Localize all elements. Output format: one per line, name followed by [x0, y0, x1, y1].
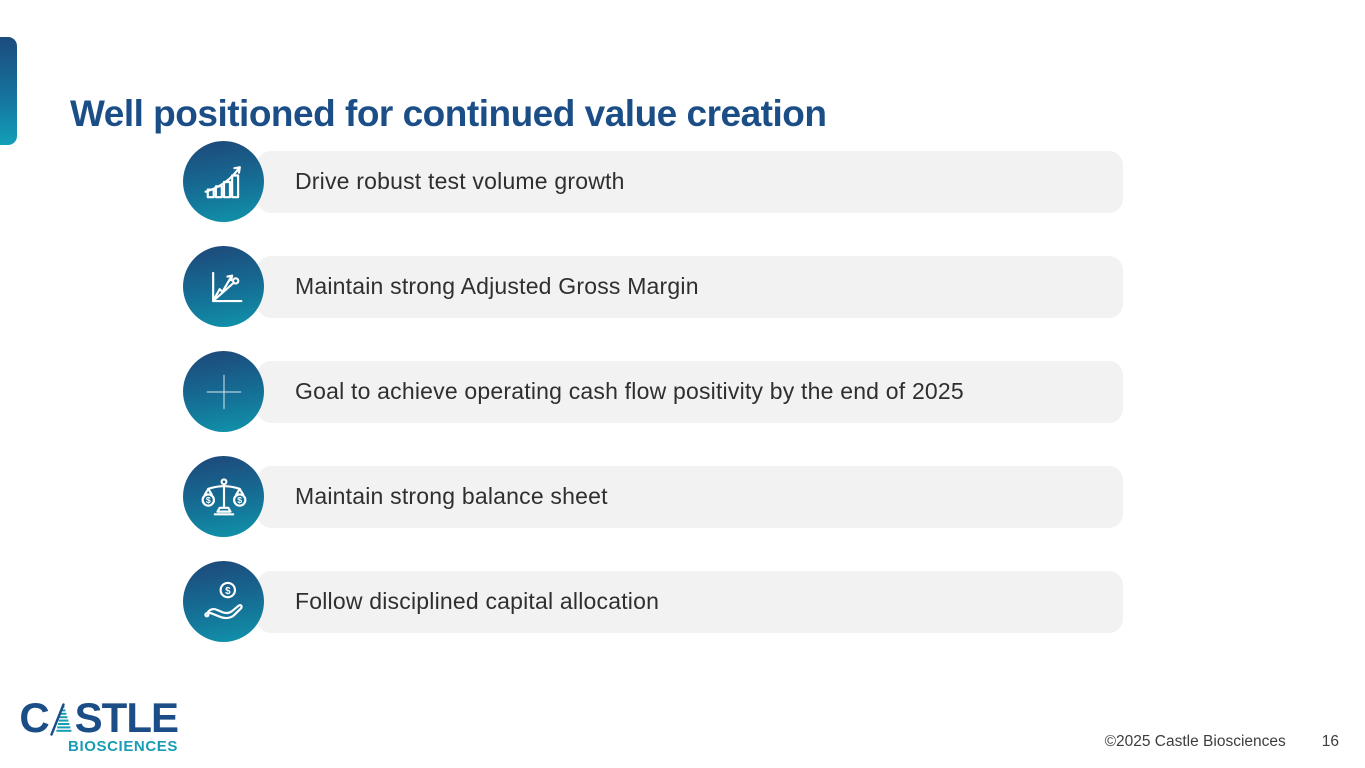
list-item-pill: Maintain strong Adjusted Gross Margin — [257, 255, 1123, 318]
list-item-label: Maintain strong balance sheet — [295, 483, 608, 509]
logo-letter-c: C — [19, 694, 49, 742]
page-number: 16 — [1321, 733, 1339, 750]
value-creation-list: Drive robust test volume growth Maintain… — [183, 141, 1123, 642]
list-item-label: Goal to achieve operating cash flow posi… — [295, 378, 964, 404]
logo-letters-stle: STLE — [74, 694, 179, 742]
list-item-pill: Follow disciplined capital allocation — [257, 570, 1123, 633]
list-item-label: Follow disciplined capital allocation — [295, 588, 660, 614]
list-item: Drive robust test volume growth — [183, 141, 1123, 222]
copyright-text: ©2025 Castle Biosciences — [1104, 733, 1286, 750]
list-item-pill: Goal to achieve operating cash flow posi… — [257, 360, 1123, 423]
slide-footer: ©2025 Castle Biosciences 16 — [1105, 733, 1339, 751]
castle-biosciences-logo: C STLE BIOSCIENCES — [19, 697, 179, 755]
logo-a-mark-icon — [49, 703, 72, 736]
balance-scale-icon: $ $ — [183, 456, 264, 537]
list-item: Goal to achieve operating cash flow posi… — [183, 351, 1123, 432]
svg-text:$: $ — [225, 585, 231, 596]
line-chart-icon — [183, 246, 264, 327]
list-item-label: Drive robust test volume growth — [295, 168, 625, 194]
logo-subtitle: BIOSCIENCES — [68, 738, 178, 755]
list-item-pill: Maintain strong balance sheet — [257, 465, 1123, 528]
bar-chart-growth-icon — [183, 141, 264, 222]
list-item: $ $ Maintain strong balance sheet — [183, 456, 1123, 537]
list-item-pill: Drive robust test volume growth — [257, 150, 1123, 213]
title-accent-bar — [0, 37, 17, 145]
logo-wordmark: C STLE — [19, 694, 179, 742]
list-item-label: Maintain strong Adjusted Gross Margin — [295, 273, 699, 299]
hand-coin-icon: $ — [183, 561, 264, 642]
list-item: $ Follow disciplined capital allocation — [183, 561, 1123, 642]
svg-text:$: $ — [237, 495, 242, 505]
list-item: Maintain strong Adjusted Gross Margin — [183, 246, 1123, 327]
page-title: Well positioned for continued value crea… — [70, 92, 827, 134]
svg-text:$: $ — [205, 495, 210, 505]
plus-icon — [183, 351, 264, 432]
